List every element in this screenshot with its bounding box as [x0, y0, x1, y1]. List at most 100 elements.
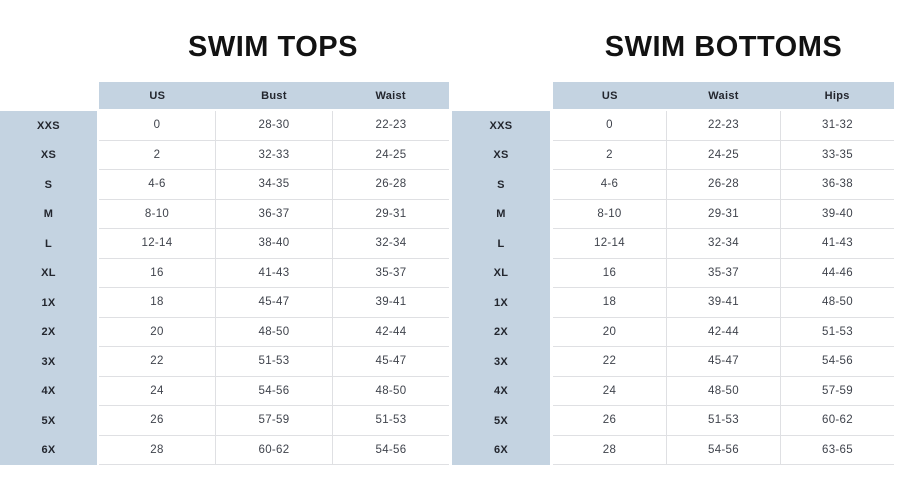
value-cell: 24-25 [666, 140, 780, 170]
value-cell: 28 [553, 435, 666, 465]
table-row: 4X 24 48-50 57-59 [452, 376, 894, 406]
table-row: XS 2 32-33 24-25 [0, 140, 449, 170]
value-cell: 20 [553, 317, 666, 347]
table-row: M 8-10 36-37 29-31 [0, 199, 449, 229]
table-row: 3X 22 51-53 45-47 [0, 347, 449, 377]
value-cell: 22-23 [666, 111, 780, 141]
value-cell: 39-41 [666, 288, 780, 318]
size-label-cell: S [0, 170, 97, 200]
value-cell: 41-43 [215, 258, 332, 288]
size-label-cell: L [452, 229, 550, 259]
size-label-cell: XS [452, 140, 550, 170]
value-cell: 22 [553, 347, 666, 377]
value-cell: 45-47 [332, 347, 449, 377]
corner-cell [0, 82, 97, 109]
value-cell: 48-50 [332, 376, 449, 406]
column-header: Waist [332, 82, 450, 109]
value-cell: 26-28 [666, 170, 780, 200]
size-label-cell: XL [0, 258, 97, 288]
value-cell: 39-40 [780, 199, 894, 229]
value-cell: 44-46 [780, 258, 894, 288]
value-cell: 32-34 [666, 229, 780, 259]
size-label-cell: 1X [452, 288, 550, 318]
value-cell: 4-6 [99, 170, 215, 200]
value-cell: 8-10 [553, 199, 666, 229]
table-row: 4X 24 54-56 48-50 [0, 376, 449, 406]
value-cell: 39-41 [332, 288, 449, 318]
size-label-cell: L [0, 229, 97, 259]
value-cell: 12-14 [553, 229, 666, 259]
table-row: XXS 0 22-23 31-32 [452, 111, 894, 141]
value-cell: 22 [99, 347, 215, 377]
size-label-cell: 6X [452, 435, 550, 465]
value-cell: 26 [553, 406, 666, 436]
value-cell: 20 [99, 317, 215, 347]
size-label-cell: M [452, 199, 550, 229]
size-label-cell: XXS [0, 111, 97, 141]
table-row: XXS 0 28-30 22-23 [0, 111, 449, 141]
value-cell: 16 [99, 258, 215, 288]
table-body: XXS 0 22-23 31-32 XS 2 24-25 33-35 S 4-6 26-28 36-3… [452, 111, 894, 465]
value-cell: 24 [99, 376, 215, 406]
table-row: 6X 28 54-56 63-65 [452, 435, 894, 465]
value-cell: 32-33 [215, 140, 332, 170]
value-cell: 24-25 [332, 140, 449, 170]
value-cell: 54-56 [332, 435, 449, 465]
size-label-cell: 3X [452, 347, 550, 377]
column-header: US [99, 82, 216, 109]
value-cell: 29-31 [332, 199, 449, 229]
value-cell: 26-28 [332, 170, 449, 200]
value-cell: 35-37 [666, 258, 780, 288]
table-header-row: US Bust Waist [0, 82, 450, 109]
value-cell: 51-53 [332, 406, 449, 436]
swim-tops-title: SWIM TOPS [188, 31, 358, 63]
value-cell: 42-44 [666, 317, 780, 347]
swim-bottoms-chart: SWIM BOTTOMS US Waist Hips XXS 0 22-23 31-3… [452, 0, 895, 500]
swim-bottoms-table: US Waist Hips XXS 0 22-23 31-32 XS 2 24-25 33-3… [452, 82, 895, 465]
value-cell: 31-32 [780, 111, 894, 141]
value-cell: 26 [99, 406, 215, 436]
size-label-cell: S [452, 170, 550, 200]
size-label-cell: 2X [452, 317, 550, 347]
value-cell: 57-59 [780, 376, 894, 406]
value-cell: 51-53 [666, 406, 780, 436]
value-cell: 51-53 [215, 347, 332, 377]
value-cell: 12-14 [99, 229, 215, 259]
table-row: 3X 22 45-47 54-56 [452, 347, 894, 377]
size-label-cell: 4X [452, 376, 550, 406]
table-body: XXS 0 28-30 22-23 XS 2 32-33 24-25 S 4-6 34-35 26-2… [0, 111, 449, 465]
size-label-cell: 6X [0, 435, 97, 465]
column-header: Hips [780, 82, 895, 109]
value-cell: 48-50 [666, 376, 780, 406]
value-cell: 48-50 [215, 317, 332, 347]
swim-tops-chart: SWIM TOPS US Bust Waist XXS 0 28-30 22-23 XS… [0, 0, 450, 500]
size-label-cell: 3X [0, 347, 97, 377]
table-row: M 8-10 29-31 39-40 [452, 199, 894, 229]
value-cell: 36-38 [780, 170, 894, 200]
table-row: L 12-14 38-40 32-34 [0, 229, 449, 259]
value-cell: 18 [99, 288, 215, 318]
table-row: L 12-14 32-34 41-43 [452, 229, 894, 259]
value-cell: 16 [553, 258, 666, 288]
value-cell: 42-44 [332, 317, 449, 347]
value-cell: 48-50 [780, 288, 894, 318]
column-header: US [553, 82, 667, 109]
table-row: 1X 18 45-47 39-41 [0, 288, 449, 318]
value-cell: 45-47 [215, 288, 332, 318]
table-row: 1X 18 39-41 48-50 [452, 288, 894, 318]
value-cell: 35-37 [332, 258, 449, 288]
value-cell: 34-35 [215, 170, 332, 200]
corner-cell [452, 82, 550, 109]
table-row: S 4-6 34-35 26-28 [0, 170, 449, 200]
value-cell: 24 [553, 376, 666, 406]
value-cell: 28 [99, 435, 215, 465]
value-cell: 57-59 [215, 406, 332, 436]
value-cell: 32-34 [332, 229, 449, 259]
table-row: XL 16 35-37 44-46 [452, 258, 894, 288]
size-label-cell: 2X [0, 317, 97, 347]
value-cell: 28-30 [215, 111, 332, 141]
size-label-cell: XXS [452, 111, 550, 141]
table-row: 5X 26 51-53 60-62 [452, 406, 894, 436]
table-row: 5X 26 57-59 51-53 [0, 406, 449, 436]
